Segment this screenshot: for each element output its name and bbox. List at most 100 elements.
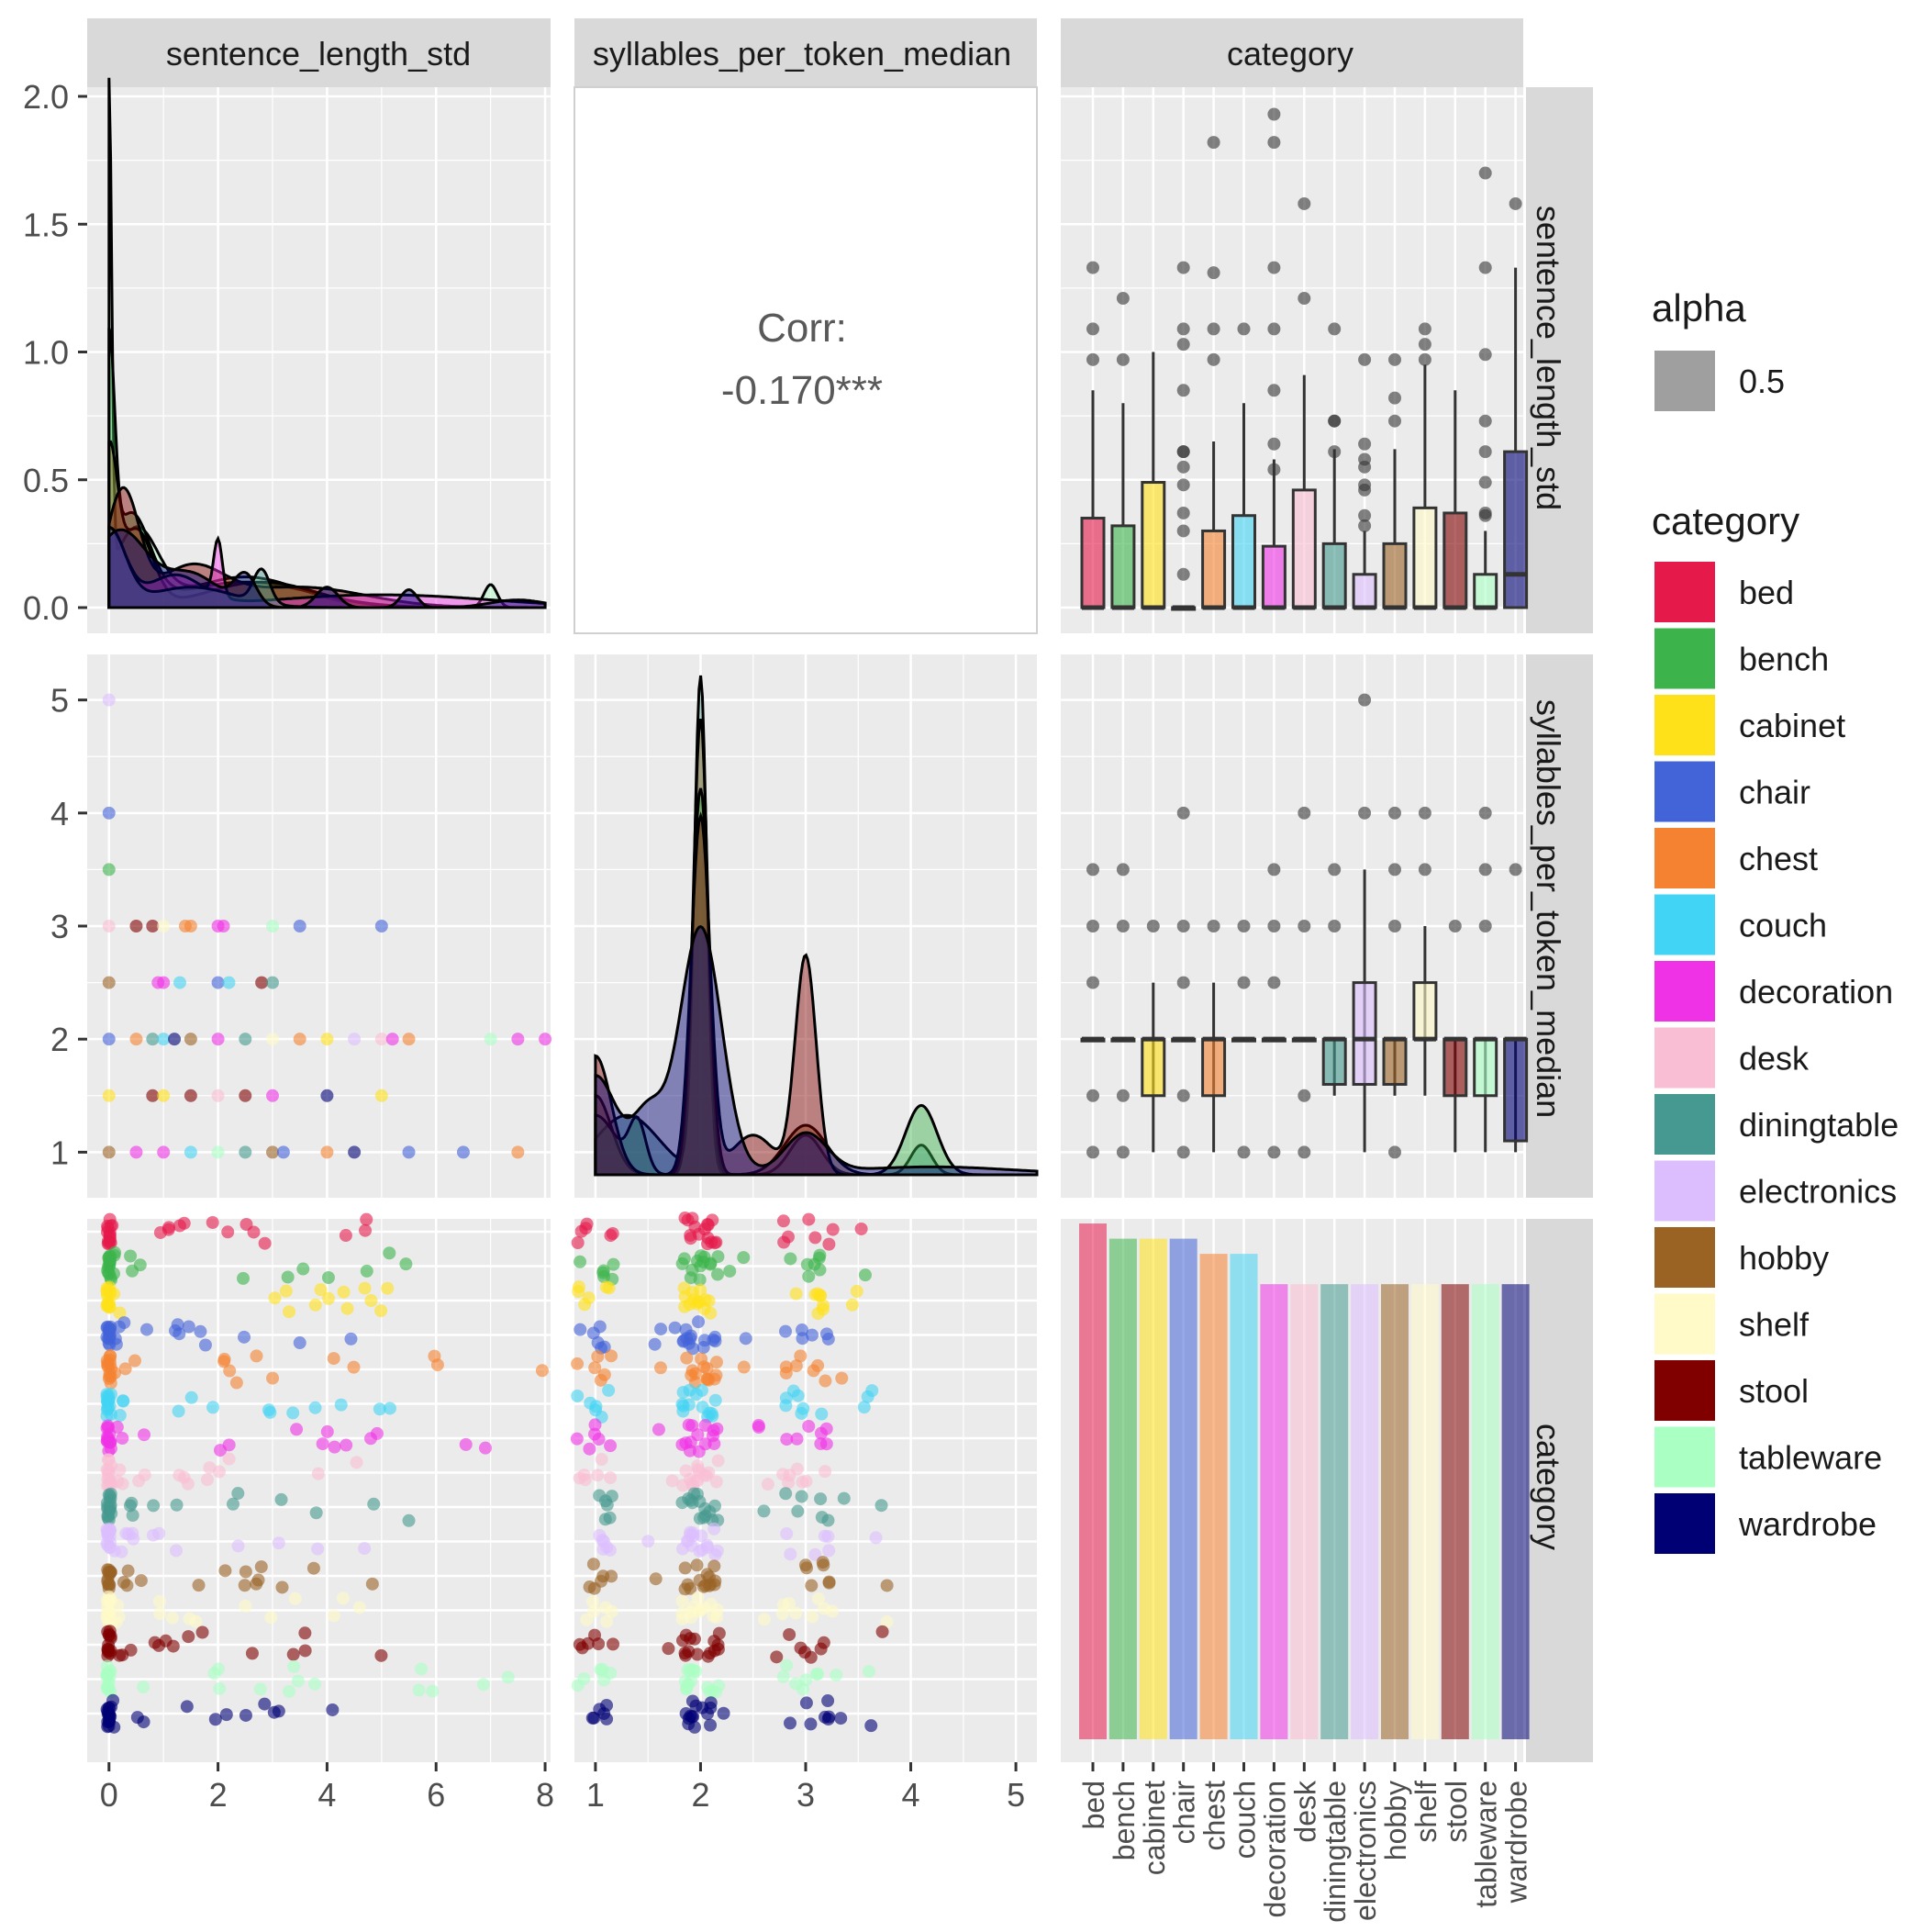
jitter-syllables-chest bbox=[811, 1358, 825, 1372]
box-outlier-tableware bbox=[1478, 920, 1492, 932]
box-outlier-electronics bbox=[1358, 508, 1372, 522]
jitter-syllables-shelf bbox=[600, 1614, 614, 1628]
jitter-syllables-cabinet bbox=[683, 1298, 696, 1312]
jitter-sentence-decoration bbox=[100, 1421, 114, 1435]
jitter-sentence-bench bbox=[133, 1258, 147, 1272]
jitter-syllables-chair bbox=[654, 1323, 668, 1336]
box-outlier-tableware bbox=[1478, 261, 1492, 274]
box-outlier-hobby bbox=[1388, 863, 1401, 877]
box-outlier-chair bbox=[1176, 460, 1190, 474]
box-outlier-desk bbox=[1298, 1089, 1311, 1102]
jitter-sentence-couch bbox=[383, 1402, 396, 1415]
jitter-syllables-bed bbox=[802, 1212, 816, 1226]
jitter-sentence-chest bbox=[104, 1376, 117, 1390]
jitter-sentence-diningtable bbox=[231, 1487, 245, 1501]
box-outlier-shelf bbox=[1418, 863, 1431, 877]
scatter-point-stool bbox=[129, 920, 143, 932]
x-tick-label-decoration: decoration bbox=[1258, 1781, 1291, 1917]
top-strip-label-2: syllables_per_token_median bbox=[593, 35, 1011, 73]
right-strip-label-1: sentence_length_std bbox=[1530, 206, 1567, 510]
jitter-sentence-bed bbox=[258, 1236, 272, 1250]
jitter-sentence-desk bbox=[222, 1452, 236, 1466]
box-tableware bbox=[1473, 573, 1498, 609]
scatter-point-wardrobe bbox=[320, 1089, 334, 1102]
box-outlier-shelf bbox=[1418, 322, 1431, 336]
jitter-sentence-bench bbox=[360, 1264, 373, 1278]
jitter-syllables-decoration bbox=[790, 1432, 804, 1446]
top-strip-2 bbox=[574, 18, 1037, 87]
jitter-syllables-wardrobe bbox=[689, 1699, 703, 1713]
jitter-sentence-shelf bbox=[352, 1601, 366, 1614]
jitter-sentence-shelf bbox=[288, 1591, 302, 1605]
jitter-syllables-tableware bbox=[594, 1663, 607, 1677]
jitter-syllables-bed bbox=[822, 1237, 836, 1251]
scatter-point-electronics bbox=[348, 1033, 362, 1046]
box-outlier-diningtable bbox=[1328, 445, 1342, 459]
box-outlier-bed bbox=[1086, 863, 1099, 877]
jitter-sentence-chest bbox=[217, 1352, 231, 1366]
jitter-sentence-couch bbox=[117, 1394, 130, 1408]
jitter-syllables-tableware bbox=[681, 1663, 695, 1677]
box-outlier-couch bbox=[1237, 322, 1251, 336]
legend-key-stool bbox=[1654, 1360, 1715, 1421]
box-outlier-chair bbox=[1176, 1089, 1190, 1102]
jitter-sentence-bed bbox=[173, 1219, 186, 1233]
jitter-sentence-decoration bbox=[316, 1437, 329, 1451]
box-outlier-desk bbox=[1298, 920, 1311, 932]
jitter-sentence-wardrobe bbox=[104, 1710, 117, 1724]
jitter-syllables-bench bbox=[574, 1255, 587, 1268]
jitter-syllables-desk bbox=[819, 1465, 832, 1479]
legend-key-chest bbox=[1654, 828, 1715, 888]
x-tick-label-stool: stool bbox=[1440, 1781, 1473, 1843]
density-sentence-wardrobe bbox=[107, 528, 547, 609]
scatter-point-chair bbox=[276, 1145, 290, 1159]
box-outlier-couch bbox=[1237, 976, 1251, 989]
jitter-syllables-chest bbox=[685, 1364, 699, 1378]
scatter-point-chest bbox=[511, 1145, 525, 1159]
jitter-sentence-bed bbox=[360, 1212, 373, 1226]
jitter-syllables-bed bbox=[606, 1226, 619, 1240]
jitter-syllables-decoration bbox=[780, 1433, 794, 1446]
jitter-sentence-bench bbox=[106, 1267, 120, 1280]
jitter-sentence-diningtable bbox=[170, 1498, 184, 1512]
box-outlier-bench bbox=[1116, 292, 1130, 306]
jitter-sentence-decoration bbox=[459, 1437, 473, 1451]
jitter-sentence-cabinet bbox=[358, 1281, 372, 1295]
jitter-sentence-diningtable bbox=[402, 1513, 416, 1527]
box-desk bbox=[1291, 488, 1317, 609]
box-outlier-chair bbox=[1176, 567, 1190, 581]
jitter-sentence-electronics bbox=[311, 1542, 325, 1556]
jitter-syllables-bed bbox=[684, 1232, 697, 1245]
jitter-syllables-decoration bbox=[570, 1432, 584, 1446]
jitter-sentence-electronics bbox=[122, 1527, 136, 1541]
box-outlier-shelf bbox=[1418, 352, 1431, 366]
jitter-sentence-stool bbox=[113, 1648, 127, 1662]
jitter-sentence-diningtable bbox=[147, 1499, 161, 1513]
box-outlier-bench bbox=[1116, 920, 1130, 932]
box-outlier-chair bbox=[1176, 1145, 1190, 1159]
jitter-sentence-wardrobe bbox=[208, 1713, 222, 1726]
box-outlier-bench bbox=[1116, 863, 1130, 877]
jitter-syllables-electronics bbox=[869, 1531, 883, 1545]
jitter-sentence-cabinet bbox=[337, 1285, 351, 1299]
jitter-sentence-cabinet bbox=[381, 1281, 395, 1295]
jitter-syllables-shelf bbox=[587, 1604, 601, 1618]
right-strip-label-3: category bbox=[1530, 1424, 1567, 1550]
jitter-syllables-bench bbox=[802, 1269, 816, 1283]
jitter-syllables-decoration bbox=[588, 1418, 602, 1432]
jitter-sentence-couch bbox=[113, 1409, 127, 1423]
scatter-point-desk bbox=[211, 1089, 225, 1102]
jitter-syllables-stool bbox=[592, 1637, 606, 1651]
box-cabinet bbox=[1141, 481, 1166, 609]
jitter-sentence-cabinet bbox=[268, 1291, 282, 1305]
jitter-sentence-chest bbox=[229, 1376, 243, 1390]
jitter-syllables-chest bbox=[653, 1361, 667, 1375]
box-outlier-tableware bbox=[1478, 863, 1492, 877]
jitter-syllables-tableware bbox=[799, 1673, 813, 1687]
scatter-point-chest bbox=[129, 1033, 143, 1046]
box-outlier-hobby bbox=[1388, 920, 1401, 932]
jitter-sentence-bed bbox=[153, 1225, 167, 1239]
jitter-syllables-stool bbox=[662, 1642, 675, 1656]
corr-label: Corr: bbox=[757, 306, 847, 351]
jitter-sentence-cabinet bbox=[314, 1283, 328, 1297]
